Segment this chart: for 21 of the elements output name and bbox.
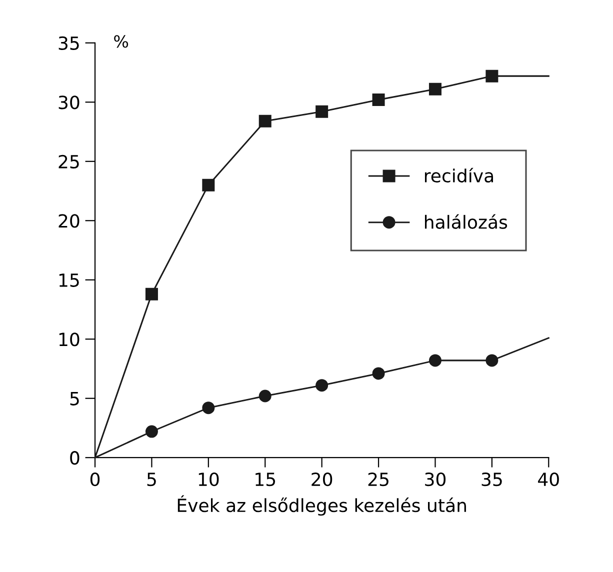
y-tick-label: 25 (58, 154, 79, 168)
x-tick-label: 25 (368, 472, 388, 486)
y-tick-label: 10 (59, 332, 80, 346)
legend-label: halálozás (424, 214, 508, 229)
x-tick-label: 30 (425, 472, 446, 486)
y-tick-label: 15 (59, 274, 79, 287)
x-tick-label: 0 (90, 472, 100, 486)
x-tick-label: 35 (482, 472, 502, 486)
y-tick-label: 5 (70, 392, 79, 406)
y-tick-label: 35 (58, 36, 79, 50)
y-tick-label: 0 (70, 451, 80, 465)
y-tick-label: 30 (58, 96, 80, 110)
x-tick-label: 5 (147, 472, 156, 486)
x-tick-label: 10 (198, 472, 219, 486)
x-tick-label: 20 (312, 472, 332, 486)
x-axis-title: Évek az elsődleges kezelés után (178, 495, 466, 516)
x-tick-label: 15 (256, 472, 276, 486)
y-axis-title: % (114, 35, 128, 48)
legend-label: recidíva (424, 168, 493, 183)
x-tick-label: 40 (538, 472, 559, 486)
y-tick-label: 20 (58, 214, 80, 228)
